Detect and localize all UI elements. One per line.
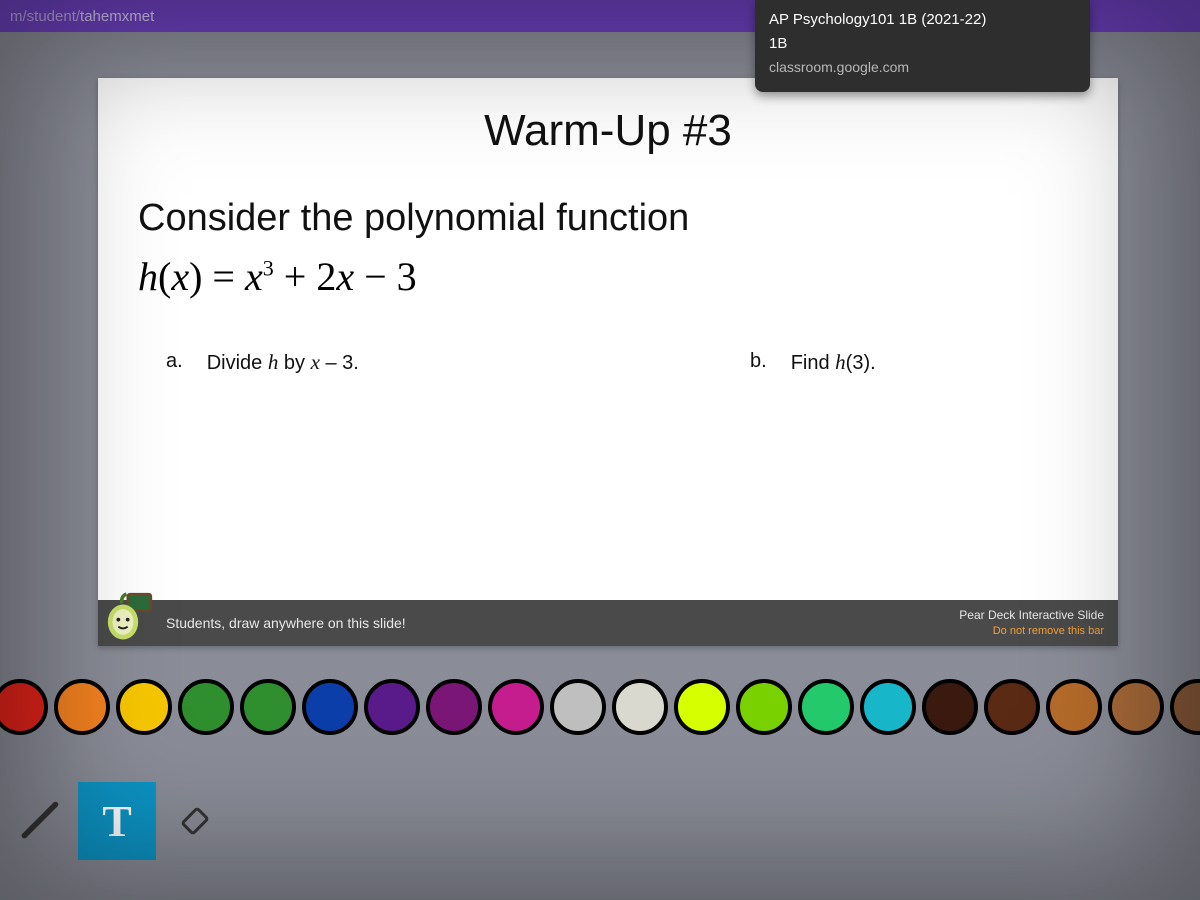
color-swatch-17[interactable] xyxy=(1046,679,1102,735)
color-swatch-14[interactable] xyxy=(860,679,916,735)
slide-prompt: Consider the polynomial function xyxy=(98,156,1118,243)
color-swatch-3[interactable] xyxy=(178,679,234,735)
peardeck-credit: Pear Deck Interactive Slide Do not remov… xyxy=(959,608,1118,638)
slide-questions: a. Divide h by x – 3. b. Find h(3). xyxy=(98,300,1118,375)
slide-canvas[interactable]: Warm-Up #3 Consider the polynomial funct… xyxy=(98,78,1118,646)
color-swatch-0[interactable] xyxy=(0,679,48,735)
color-swatch-18[interactable] xyxy=(1108,679,1164,735)
color-swatch-1[interactable] xyxy=(54,679,110,735)
color-swatch-2[interactable] xyxy=(116,679,172,735)
slide-equation: h(x) = x3 + 2x − 3 xyxy=(98,243,1118,300)
color-swatch-8[interactable] xyxy=(488,679,544,735)
url-fragment: m/student/tahemxmet xyxy=(10,8,154,25)
question-a: a. Divide h by x – 3. xyxy=(166,350,750,375)
text-tool-label: T xyxy=(102,796,131,847)
question-a-label: a. xyxy=(166,350,183,375)
url-path-dim: m/student/ xyxy=(10,8,80,25)
notification-subtitle: 1B xyxy=(769,32,1076,56)
color-swatch-13[interactable] xyxy=(798,679,854,735)
question-a-text: Divide h by x – 3. xyxy=(207,350,359,375)
url-path: tahemxmet xyxy=(80,8,154,25)
question-b: b. Find h(3). xyxy=(750,350,1070,375)
color-swatch-16[interactable] xyxy=(984,679,1040,735)
notification-title: AP Psychology101 1B (2021-22) xyxy=(769,8,1076,32)
classroom-notification[interactable]: AP Psychology101 1B (2021-22) 1B classro… xyxy=(755,0,1090,92)
peardeck-message: Students, draw anywhere on this slide! xyxy=(166,615,406,631)
eraser-tool[interactable] xyxy=(156,782,234,860)
color-swatch-5[interactable] xyxy=(302,679,358,735)
pen-tool[interactable] xyxy=(0,782,78,860)
color-swatch-12[interactable] xyxy=(736,679,792,735)
peardeck-bar: Students, draw anywhere on this slide! P… xyxy=(98,600,1118,646)
color-swatch-11[interactable] xyxy=(674,679,730,735)
color-swatch-10[interactable] xyxy=(612,679,668,735)
drawing-toolbar: T xyxy=(0,782,234,860)
question-b-label: b. xyxy=(750,350,767,375)
peardeck-credit-line2: Do not remove this bar xyxy=(959,624,1104,638)
peardeck-mascot-icon xyxy=(102,587,158,643)
question-b-text: Find h(3). xyxy=(791,350,876,375)
color-swatch-7[interactable] xyxy=(426,679,482,735)
color-swatch-4[interactable] xyxy=(240,679,296,735)
notification-source: classroom.google.com xyxy=(769,56,1076,78)
color-swatch-19[interactable] xyxy=(1170,679,1200,735)
text-tool[interactable]: T xyxy=(78,782,156,860)
peardeck-credit-line1: Pear Deck Interactive Slide xyxy=(959,608,1104,624)
color-swatch-9[interactable] xyxy=(550,679,606,735)
color-palette xyxy=(0,668,1200,746)
color-swatch-15[interactable] xyxy=(922,679,978,735)
color-swatch-6[interactable] xyxy=(364,679,420,735)
